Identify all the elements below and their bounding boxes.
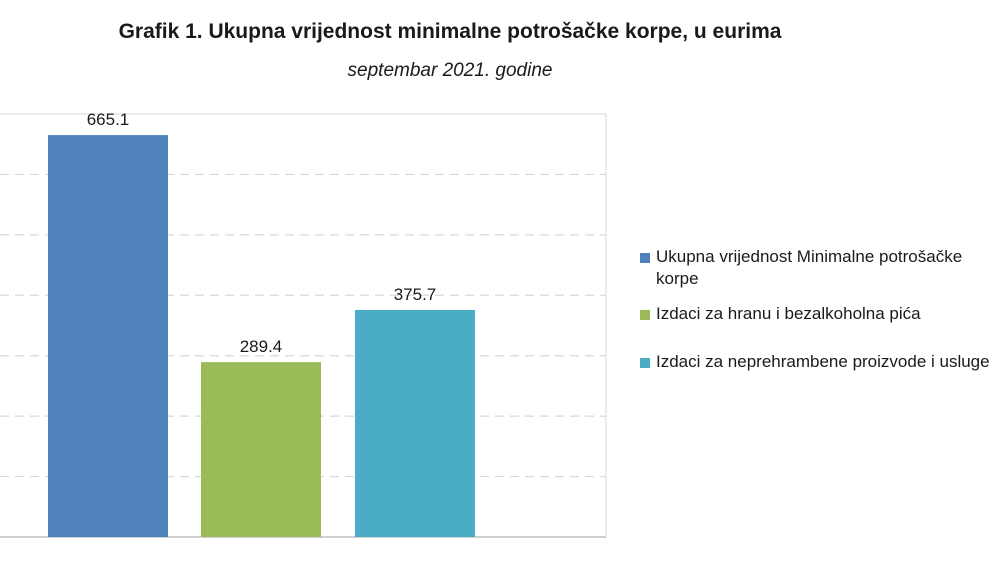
data-label-0: 665.1 xyxy=(87,110,130,129)
legend-label-food: Izdaci za hranu i bezalkoholna pića xyxy=(656,304,921,323)
data-label-2: 375.7 xyxy=(394,285,437,304)
legend-swatch-total xyxy=(640,253,650,263)
bar-chart: 665.1 289.4 375.7 xyxy=(0,110,607,538)
legend-label-nonfood: Izdaci za neprehrambene proizvode i uslu… xyxy=(656,352,990,371)
bar-1 xyxy=(201,362,321,537)
bar-0 xyxy=(48,135,168,537)
legend-swatch-nonfood xyxy=(640,358,650,368)
legend-label-total: Ukupna vrijednost Minimalne potrošačke k… xyxy=(656,247,963,288)
chart-legend: Ukupna vrijednost Minimalne potrošačke k… xyxy=(640,246,1000,373)
legend-item-nonfood: Izdaci za neprehrambene proizvode i uslu… xyxy=(640,351,1000,373)
legend-item-total: Ukupna vrijednost Minimalne potrošačke k… xyxy=(640,246,1000,290)
data-label-1: 289.4 xyxy=(240,337,283,356)
legend-item-food: Izdaci za hranu i bezalkoholna pića xyxy=(640,303,1000,325)
chart-subtitle: septembar 2021. godine xyxy=(347,60,553,81)
bar-2 xyxy=(355,309,475,537)
legend-swatch-food xyxy=(640,310,650,320)
chart-title: Grafik 1. Ukupna vrijednost minimalne po… xyxy=(118,20,782,43)
